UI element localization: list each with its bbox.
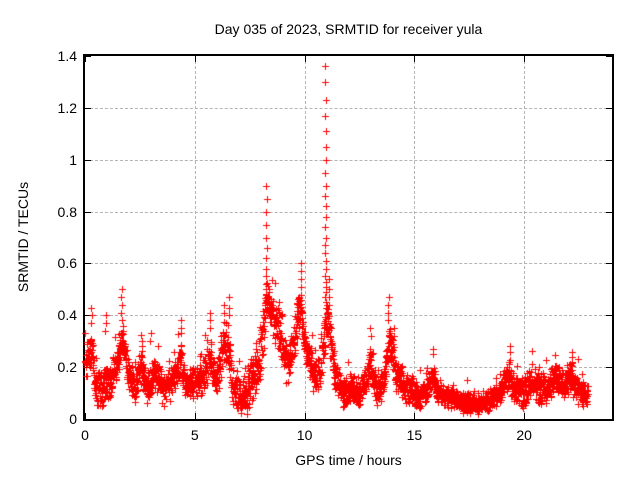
srmtid-chart: Day 035 of 2023, SRMTID for receiver yul… xyxy=(0,0,640,480)
scatter-canvas xyxy=(0,0,640,480)
